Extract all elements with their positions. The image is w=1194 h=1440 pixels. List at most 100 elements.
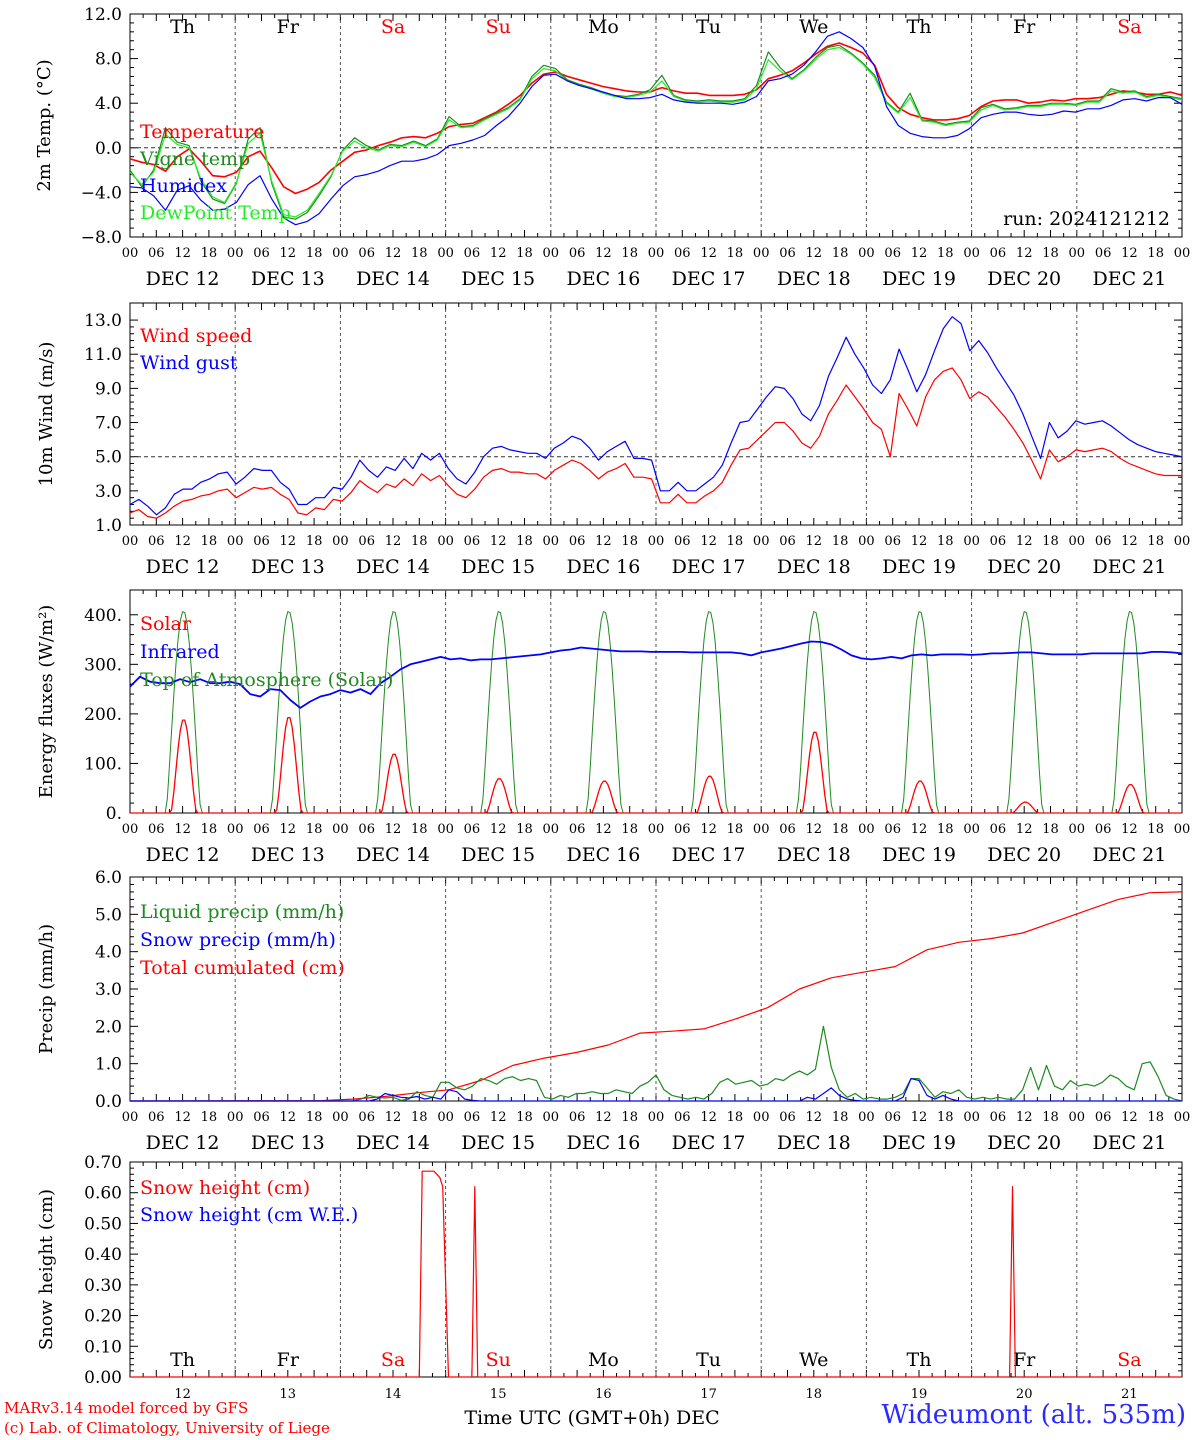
precip-date-label: DEC 17 — [672, 1132, 746, 1154]
wind-hour-label: 12 — [1016, 534, 1033, 549]
precip-hour-label: 00 — [437, 1110, 454, 1125]
snow-weekday-label: Fr — [277, 1349, 300, 1371]
energy-hour-label: 12 — [700, 822, 717, 837]
energy-hour-label: 12 — [1016, 822, 1033, 837]
wind-hour-label: 18 — [1042, 534, 1059, 549]
credit-line-2: (c) Lab. of Climatology, University of L… — [4, 1419, 330, 1437]
precip-hour-label: 06 — [779, 1110, 796, 1125]
temp-y-tick-label: −8.0 — [81, 228, 122, 248]
bottom-date-label: 18 — [806, 1387, 823, 1402]
snow-legend-0: Snow height (cm) — [140, 1177, 310, 1199]
toa-solar-line — [761, 611, 867, 814]
energy-hour-label: 00 — [753, 822, 770, 837]
temp-date-label: DEC 14 — [356, 268, 430, 290]
temp-date-label: DEC 20 — [987, 268, 1061, 290]
run-label: run: 2024121212 — [1003, 208, 1170, 230]
temp-hour-label: 12 — [806, 246, 823, 261]
precip-hour-label: 06 — [674, 1110, 691, 1125]
wind-hour-label: 18 — [516, 534, 533, 549]
wind-hour-label: 18 — [201, 534, 218, 549]
snow-height-cm-line — [130, 1170, 1182, 1378]
temp-date-label: DEC 15 — [461, 268, 535, 290]
energy-hour-label: 18 — [832, 822, 849, 837]
bottom-date-label: 12 — [174, 1387, 191, 1402]
temp-hour-label: 06 — [569, 246, 586, 261]
snow-y-tick-label: 0.10 — [84, 1337, 122, 1357]
wind-hour-label: 12 — [490, 534, 507, 549]
wind-legend-1: Wind gust — [140, 352, 238, 374]
precip-hour-label: 00 — [753, 1110, 770, 1125]
energy-hour-label: 18 — [516, 822, 533, 837]
precip-date-label: DEC 20 — [987, 1132, 1061, 1154]
precip-hour-label: 06 — [990, 1110, 1007, 1125]
precip-y-tick-label: 6.0 — [95, 868, 122, 888]
energy-hour-label: 00 — [543, 822, 560, 837]
energy-hour-label: 06 — [674, 822, 691, 837]
precip-hour-label: 00 — [543, 1110, 560, 1125]
energy-date-label: DEC 16 — [566, 844, 640, 866]
precip-hour-label: 00 — [227, 1110, 244, 1125]
precip-hour-label: 00 — [1069, 1110, 1086, 1125]
temp-hour-label: 18 — [1042, 246, 1059, 261]
energy-hour-label: 12 — [911, 822, 928, 837]
wind-hour-label: 06 — [358, 534, 375, 549]
precip-hour-label: 06 — [464, 1110, 481, 1125]
energy-date-label: DEC 14 — [356, 844, 430, 866]
energy-hour-label: 00 — [858, 822, 875, 837]
precip-hour-label: 12 — [280, 1110, 297, 1125]
wind-date-label: DEC 15 — [461, 556, 535, 578]
snow-precip-mm-h-line — [130, 1078, 1182, 1102]
wind-hour-label: 18 — [621, 534, 638, 549]
temp-legend-0: Temperature — [140, 121, 264, 143]
precip-hour-label: 06 — [358, 1110, 375, 1125]
temp-weekday-label: Fr — [277, 16, 300, 38]
temp-date-label: DEC 17 — [672, 268, 746, 290]
energy-hour-label: 00 — [648, 822, 665, 837]
solar-line — [235, 716, 341, 814]
precip-hour-label: 18 — [1042, 1110, 1059, 1125]
energy-hour-label: 06 — [148, 822, 165, 837]
energy-hour-label: 00 — [122, 822, 139, 837]
energy-hour-label: 18 — [621, 822, 638, 837]
energy-y-tick-label: 300. — [84, 655, 122, 675]
wind-y-tick-label: 5.0 — [95, 448, 122, 468]
credit-line-1: MARv3.14 model forced by GFS — [4, 1399, 249, 1417]
precip-hour-label: 18 — [727, 1110, 744, 1125]
energy-hour-label: 12 — [490, 822, 507, 837]
precip-date-label: DEC 15 — [461, 1132, 535, 1154]
wind-y-tick-label: 11.0 — [84, 345, 122, 365]
precip-hour-label: 18 — [201, 1110, 218, 1125]
solar-line — [130, 719, 236, 814]
wind-hour-label: 00 — [1174, 534, 1191, 549]
temp-hour-label: 00 — [963, 246, 980, 261]
humidex-line — [129, 31, 1183, 226]
bottom-date-label: 17 — [700, 1387, 717, 1402]
temp-hour-label: 12 — [1016, 246, 1033, 261]
energy-hour-label: 06 — [358, 822, 375, 837]
solar-line — [445, 778, 551, 814]
wind-hour-label: 00 — [332, 534, 349, 549]
energy-hour-label: 00 — [332, 822, 349, 837]
snow-y-tick-label: 0.40 — [84, 1245, 122, 1265]
energy-hour-label: 00 — [1174, 822, 1191, 837]
wind-hour-label: 06 — [779, 534, 796, 549]
energy-hour-label: 00 — [227, 822, 244, 837]
energy-hour-label: 00 — [963, 822, 980, 837]
snow-y-tick-label: 0.30 — [84, 1276, 122, 1296]
snow-y-tick-label: 0.20 — [84, 1307, 122, 1327]
temp-hour-label: 06 — [779, 246, 796, 261]
energy-legend-1: Infrared — [140, 641, 220, 663]
precip-hour-label: 12 — [174, 1110, 191, 1125]
wind-date-label: DEC 18 — [777, 556, 851, 578]
energy-y-tick-label: 400. — [84, 606, 122, 626]
precip-hour-label: 18 — [937, 1110, 954, 1125]
wind-hour-label: 18 — [411, 534, 428, 549]
wind-legend-0: Wind speed — [140, 325, 252, 347]
wind-gust-line — [129, 316, 1183, 516]
precip-hour-label: 06 — [1095, 1110, 1112, 1125]
precip-legend-0: Liquid precip (mm/h) — [140, 901, 344, 923]
energy-date-label: DEC 19 — [882, 844, 956, 866]
temp-weekday-label: We — [799, 16, 828, 38]
temp-hour-label: 00 — [1069, 246, 1086, 261]
snow-weekday-label: Su — [486, 1349, 511, 1371]
